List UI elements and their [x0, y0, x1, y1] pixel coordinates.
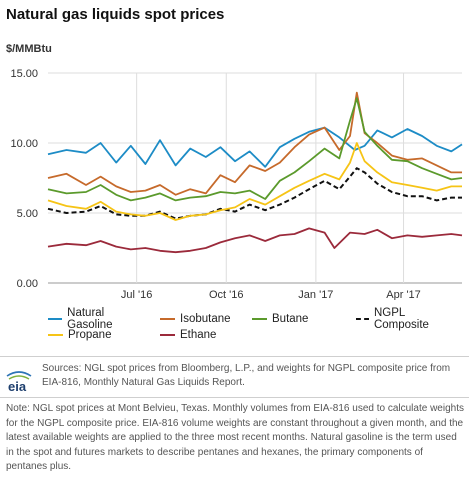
legend-label: Natural Gasoline: [67, 307, 113, 331]
series-line-isobutane: [47, 91, 462, 196]
legend-swatch: [160, 318, 175, 320]
series-line-natural-gasoline: [47, 126, 463, 168]
legend-item-natural-gasoline: Natural Gasoline: [48, 307, 148, 331]
series-line-butane: [47, 97, 463, 202]
legend-item-isobutane: Isobutane: [160, 313, 240, 325]
legend-item-ethane: Ethane: [160, 329, 240, 341]
y-tick-label: 5.00: [17, 208, 38, 220]
x-tick-label: Jan '17: [298, 289, 333, 300]
x-tick-label: Apr '17: [386, 289, 421, 300]
legend-row: Propane Ethane: [48, 327, 463, 343]
x-tick-label: Oct '16: [209, 289, 244, 300]
legend-swatch: [160, 334, 175, 336]
note-text: Note: NGL spot prices at Mont Belvieu, T…: [6, 403, 464, 472]
chart-legend: Natural Gasoline Isobutane Butane NGPL Comp…: [48, 307, 463, 343]
divider: [0, 356, 469, 357]
legend-label: Isobutane: [180, 313, 231, 325]
series-line-ethane: [47, 227, 463, 254]
sources-text: Sources: NGL spot prices from Bloomberg,…: [42, 363, 451, 388]
line-chart: 0.00 5.00 10.00 15.00 Jul '16 Oct '16 Jan '17 A…: [10, 68, 463, 300]
legend-swatch: [356, 318, 369, 320]
chart-title: Natural gas liquids spot prices: [6, 6, 225, 23]
legend-label: Propane: [68, 329, 112, 341]
legend-row: Natural Gasoline Isobutane Butane NGPL Comp…: [48, 307, 463, 331]
legend-item-ngpl-composite: NGPL Composite: [356, 307, 451, 331]
legend-label: NGPL Composite: [373, 307, 429, 331]
y-tick-label: 15.00: [10, 68, 38, 80]
eia-logo-icon: eia: [6, 371, 32, 394]
divider: [0, 397, 469, 398]
legend-swatch: [48, 318, 63, 320]
legend-label: Butane: [272, 313, 309, 325]
x-tick-label: Jul '16: [121, 289, 152, 300]
legend-item-propane: Propane: [48, 329, 148, 341]
y-tick-label: 0.00: [17, 278, 38, 290]
legend-swatch: [48, 334, 63, 336]
legend-item-butane: Butane: [252, 313, 344, 325]
series-line-propane: [47, 142, 462, 221]
legend-label: Ethane: [180, 329, 217, 341]
y-tick-label: 10.00: [10, 138, 38, 150]
series-line-ngpl-composite: [47, 167, 462, 220]
legend-swatch: [252, 318, 267, 320]
y-unit-label: $/MMBtu: [6, 43, 52, 55]
eia-logo-text: eia: [8, 379, 27, 394]
